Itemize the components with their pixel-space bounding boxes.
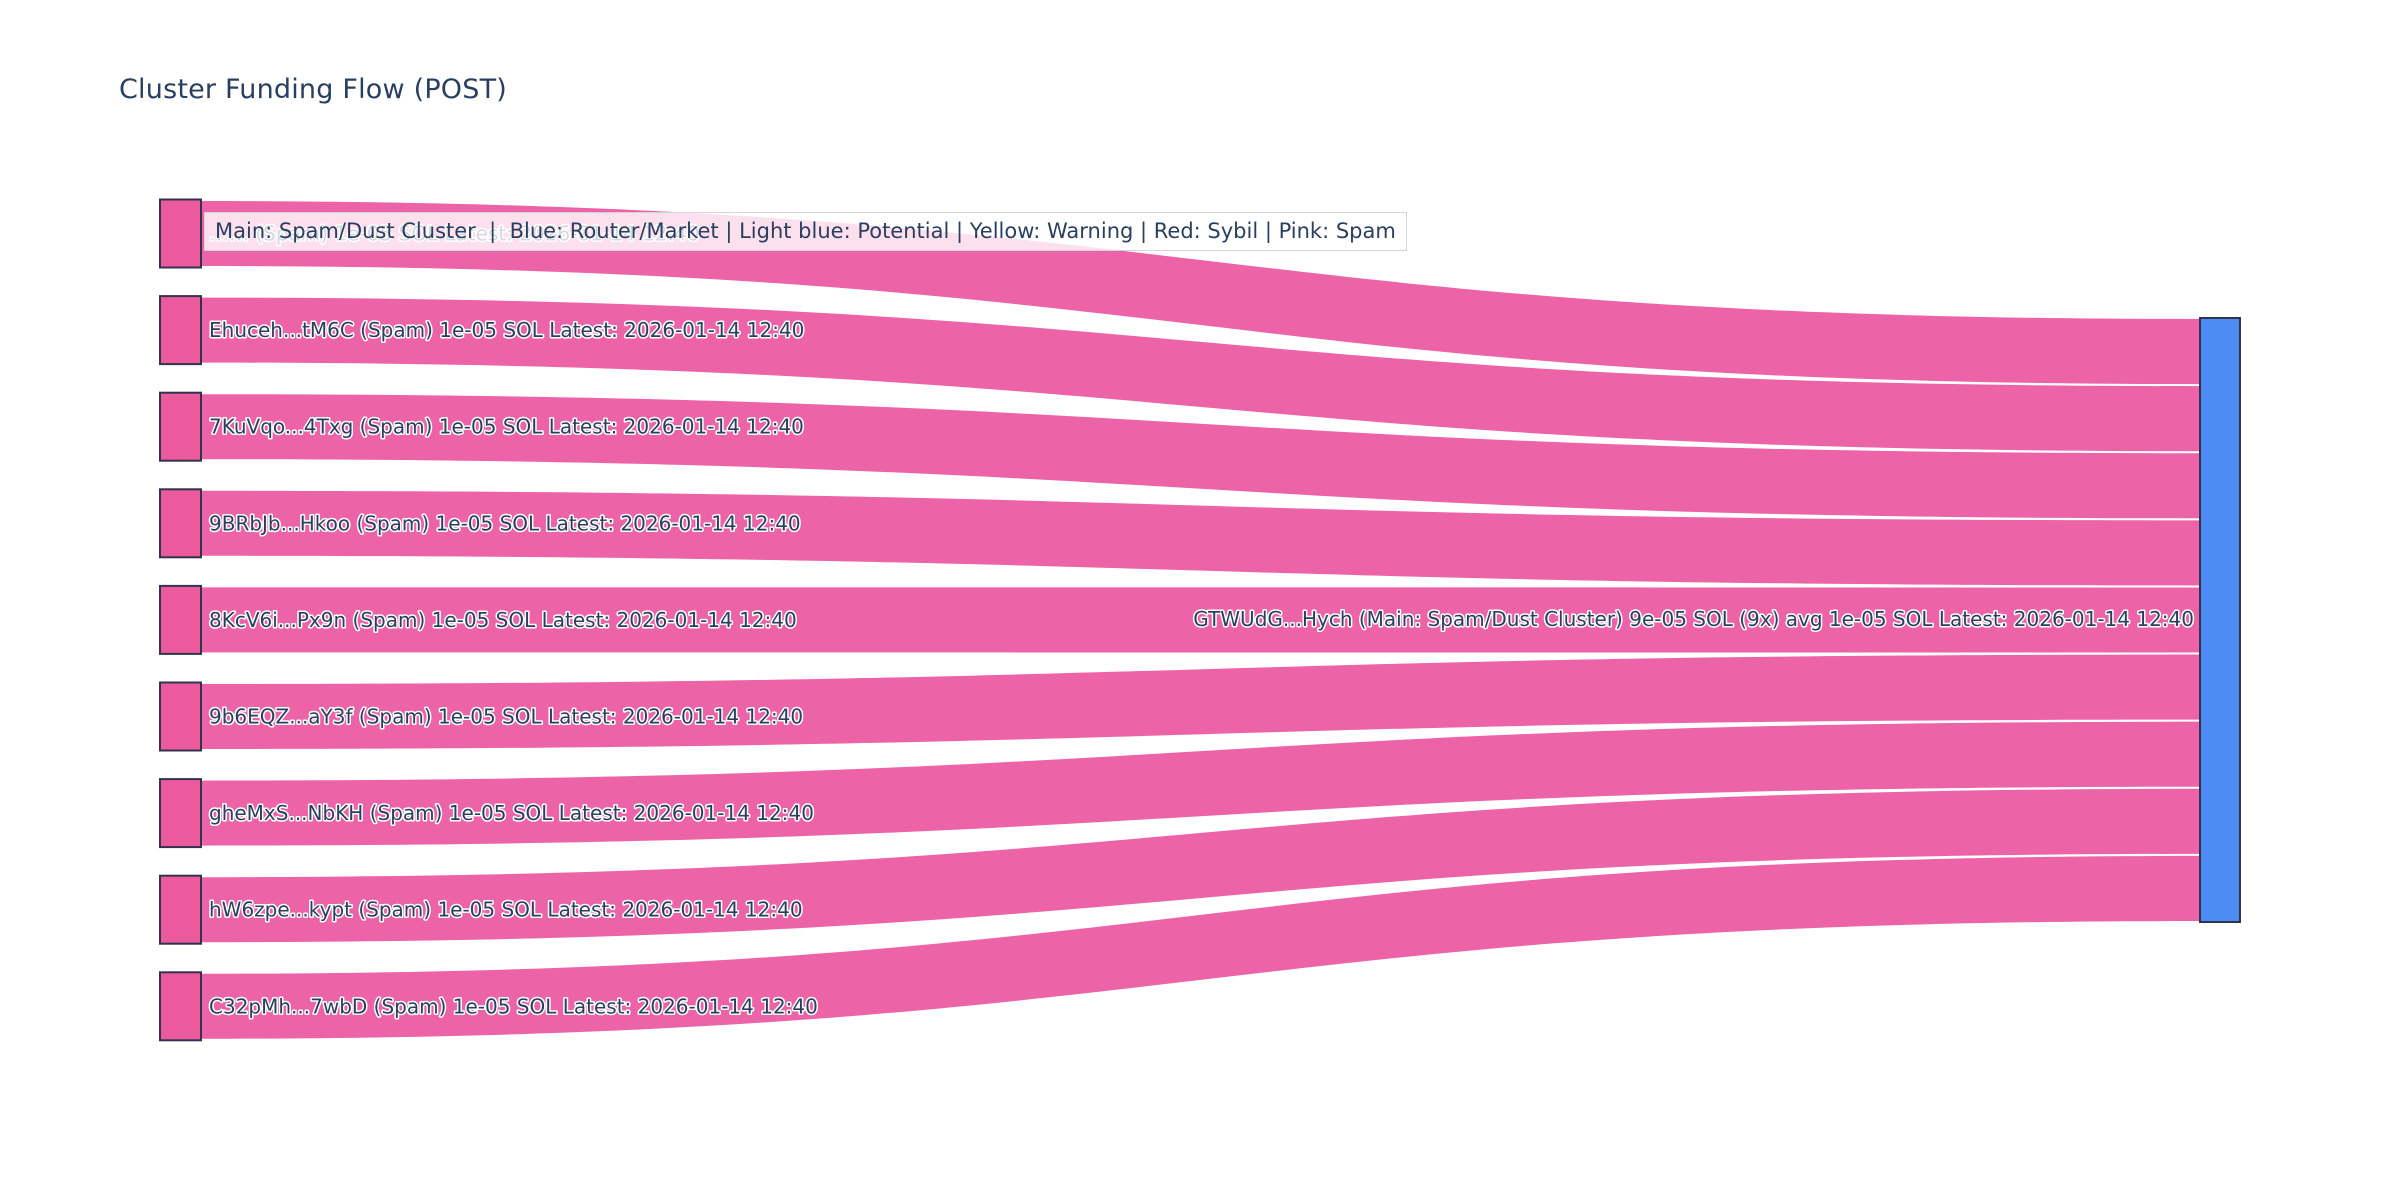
target-node-label: GTWUdG...Hych (Main: Spam/Dust Cluster) … [1193, 607, 2194, 631]
sankey-node-source-0[interactable] [159, 198, 202, 269]
source-node-label-7: hW6zpe...kypt (Spam) 1e-05 SOL Latest: 2… [209, 898, 803, 922]
sankey-link-1[interactable] [201, 297, 2200, 452]
source-node-label-6: gheMxS...NbKH (Spam) 1e-05 SOL Latest: 2… [209, 801, 814, 825]
sankey-node-source-2[interactable] [159, 391, 202, 462]
source-node-label-4: 8KcV6i...Px9n (Spam) 1e-05 SOL Latest: 2… [209, 608, 797, 632]
sankey-node-source-3[interactable] [159, 488, 202, 559]
sankey-link-3[interactable] [201, 490, 2200, 586]
sankey-node-source-6[interactable] [159, 778, 202, 849]
chart-title: Cluster Funding Flow (POST) [119, 74, 508, 105]
sankey-node-source-5[interactable] [159, 681, 202, 752]
source-node-label-1: Ehuceh...tM6C (Spam) 1e-05 SOL Latest: 2… [209, 318, 804, 342]
source-node-label-8: C32pMh...7wbD (Spam) 1e-05 SOL Latest: 2… [209, 994, 818, 1018]
sankey-link-7[interactable] [201, 788, 2200, 943]
sankey-link-2[interactable] [201, 394, 2200, 519]
sankey-link-5[interactable] [201, 654, 2200, 749]
sankey-node-target[interactable] [2199, 317, 2241, 923]
source-node-label-3: 9BRbJb...Hkoo (Spam) 1e-05 SOL Latest: 2… [209, 511, 801, 535]
sankey-link-6[interactable] [201, 721, 2200, 846]
sankey-node-source-4[interactable] [159, 584, 202, 655]
sankey-node-source-1[interactable] [159, 295, 202, 366]
legend-annotation: Main: Spam/Dust Cluster | Blue: Router/M… [204, 212, 1407, 251]
source-node-label-2: 7KuVqo...4Txg (Spam) 1e-05 SOL Latest: 2… [209, 415, 804, 439]
source-node-label-5: 9b6EQZ...aY3f (Spam) 1e-05 SOL Latest: 2… [209, 705, 803, 729]
sankey-link-4[interactable] [201, 587, 2200, 653]
sankey-node-source-8[interactable] [159, 971, 202, 1042]
sankey-link-8[interactable] [201, 855, 2200, 1039]
sankey-node-source-7[interactable] [159, 874, 202, 945]
